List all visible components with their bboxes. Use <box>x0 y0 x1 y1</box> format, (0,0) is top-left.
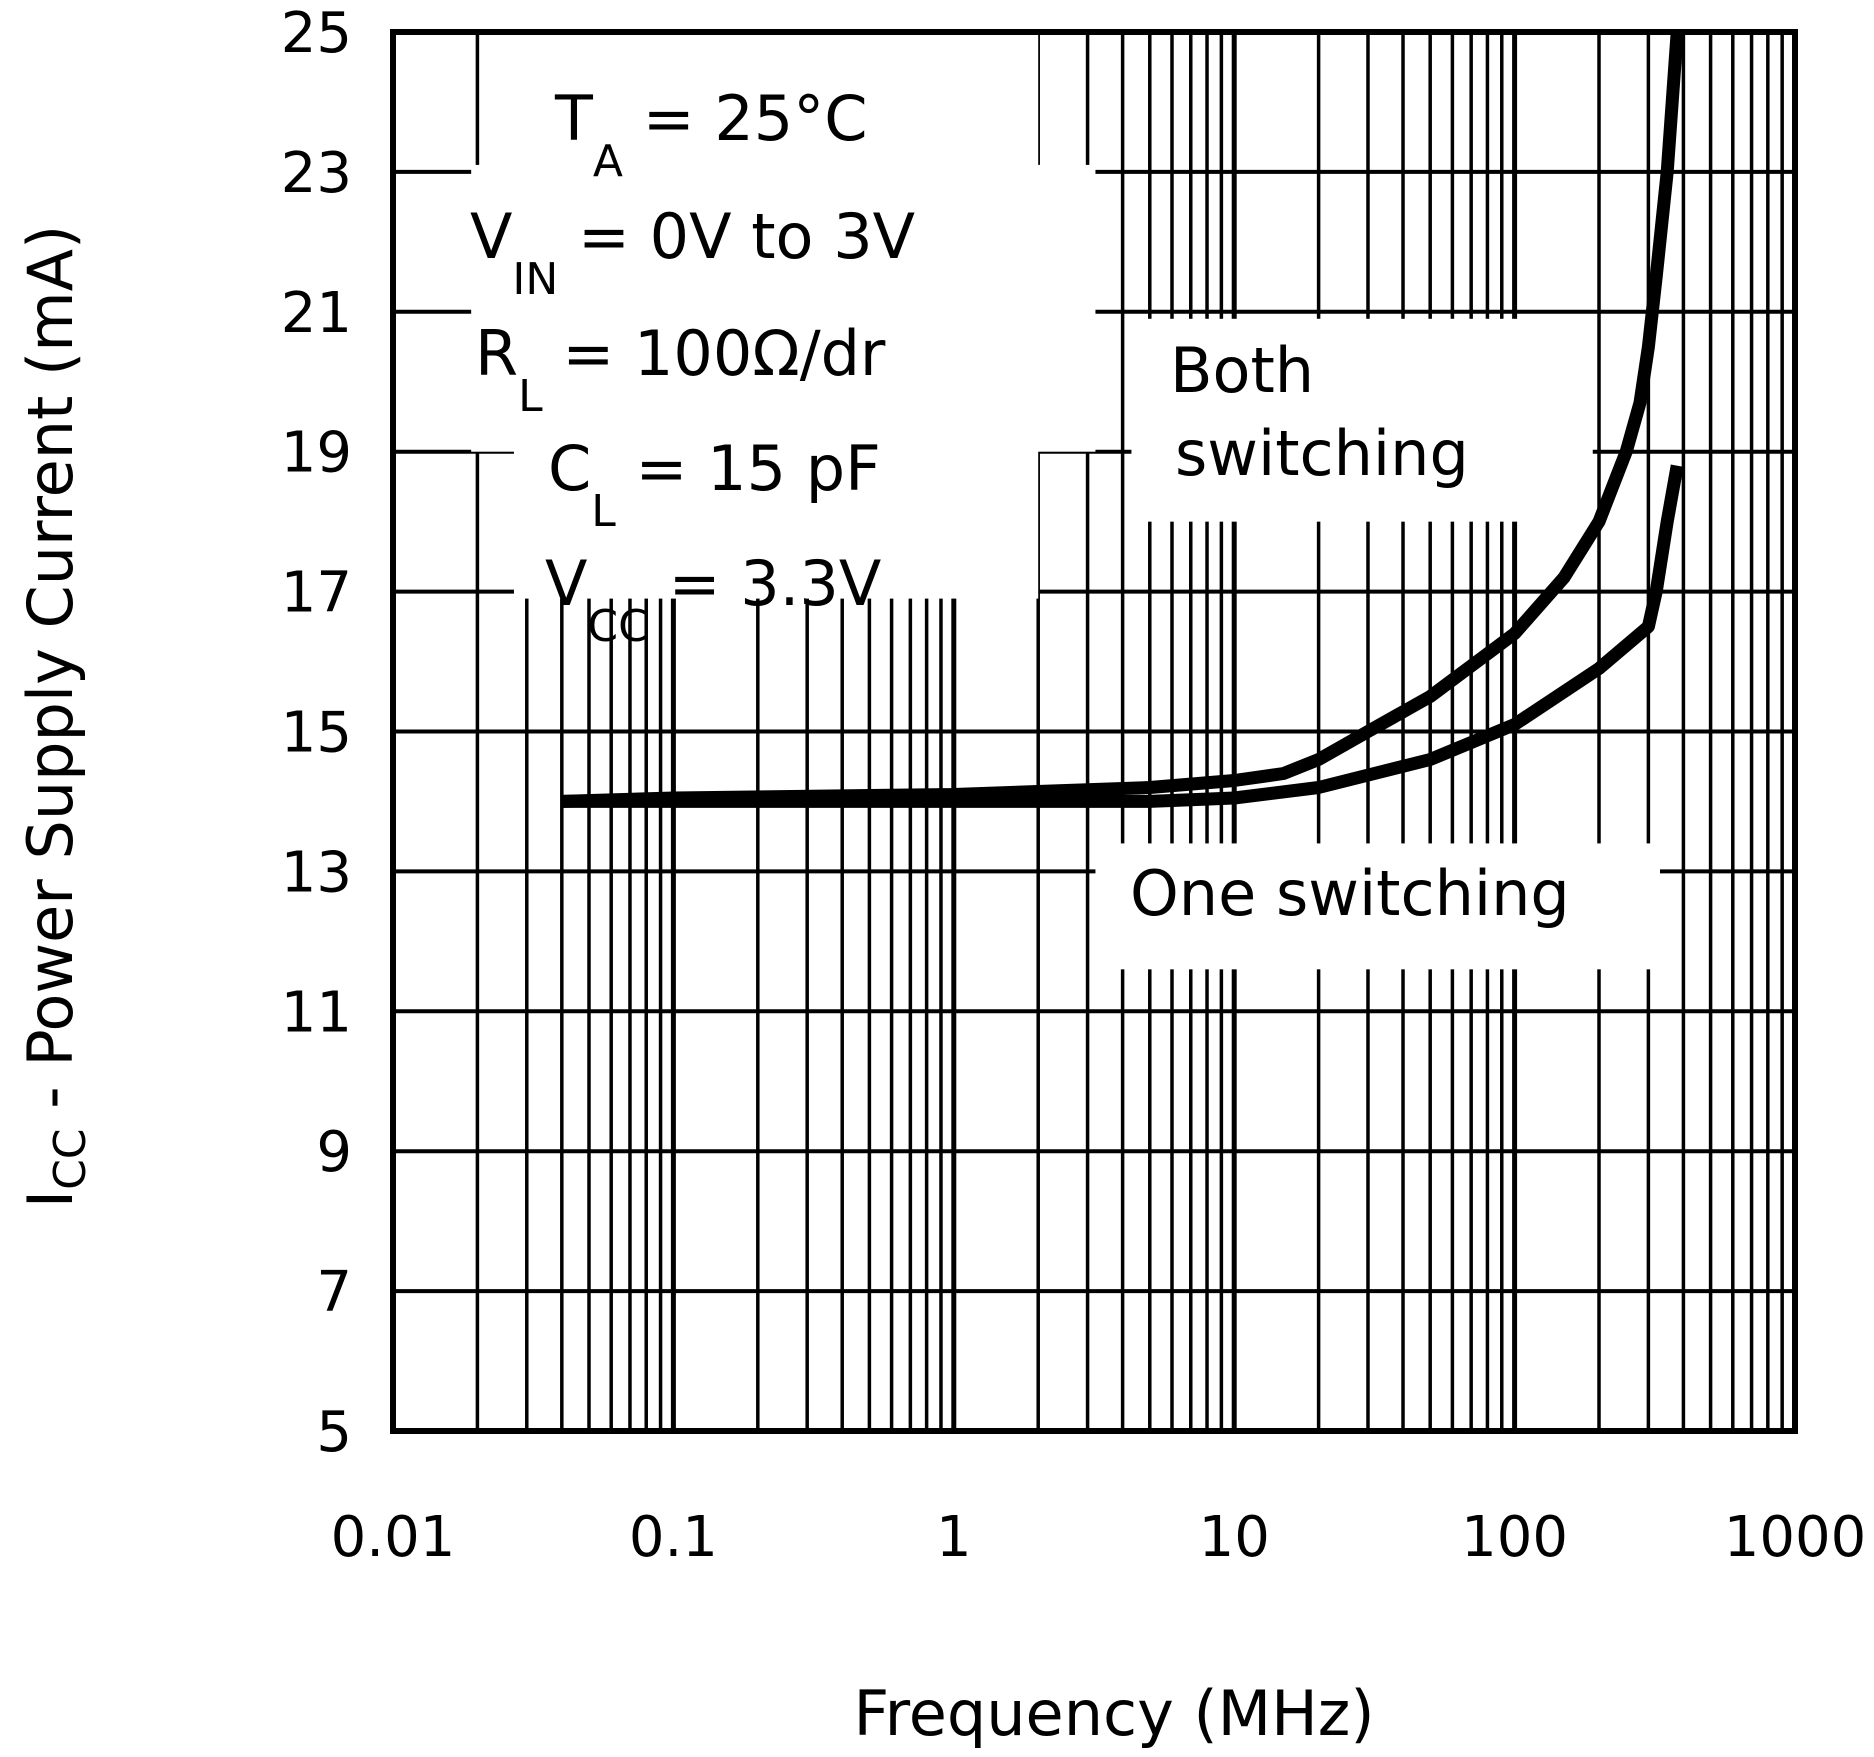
condition-text: = 3.3V <box>649 547 881 620</box>
x-tick-label: 1000 <box>1724 1505 1867 1570</box>
condition-subscript: L <box>518 371 543 422</box>
x-axis-label: Frequency (MHz) <box>853 1677 1374 1750</box>
y-tick-label: 9 <box>316 1120 352 1185</box>
condition-symbol: T <box>554 82 594 155</box>
y-axis-label-subscript: CC <box>45 1128 96 1189</box>
condition-subscript: L <box>591 486 616 537</box>
condition-4: CL = 15 pF <box>548 432 881 537</box>
condition-text: = 25°C <box>623 82 868 155</box>
x-tick-label: 1 <box>936 1505 972 1570</box>
x-tick-label: 0.1 <box>629 1505 718 1570</box>
y-tick-label: 11 <box>281 980 352 1045</box>
y-axis-label-text: - Power Supply Current (mA) <box>14 225 87 1129</box>
y-tick-labels: 5 7 9 11 13 15 17 19 21 23 25 <box>281 1 352 1465</box>
condition-symbol: C <box>548 432 591 505</box>
series-label-one-switching: One switching <box>1130 857 1570 930</box>
condition-1: TA = 25°C <box>554 82 868 187</box>
condition-text: = 0V to 3V <box>558 200 915 273</box>
label-background <box>1131 318 1593 522</box>
label-background <box>1095 843 1660 970</box>
series-line-1 <box>561 31 1684 808</box>
y-tick-label: 13 <box>281 840 352 905</box>
x-tick-label: 10 <box>1199 1505 1270 1570</box>
x-tick-label: 0.01 <box>331 1505 456 1570</box>
condition-text: = 100Ω/dr <box>543 317 886 390</box>
y-tick-label: 15 <box>281 701 352 766</box>
series-line-2 <box>561 464 1684 808</box>
plot-frame <box>390 29 1798 1434</box>
y-tick-label: 23 <box>281 141 352 206</box>
condition-subscript: CC <box>587 601 648 652</box>
condition-2: VIN = 0V to 3V <box>470 200 915 305</box>
y-axis-label: ICC - Power Supply Current (mA) <box>14 225 96 1208</box>
condition-text: = 15 pF <box>616 432 881 505</box>
label-background <box>471 164 1096 452</box>
condition-subscript: A <box>593 136 623 187</box>
y-tick-label: 5 <box>316 1400 352 1465</box>
y-tick-label: 7 <box>316 1260 352 1325</box>
series-label-both-switching: switching <box>1175 417 1469 490</box>
condition-symbol: R <box>475 317 518 390</box>
y-tick-label: 21 <box>281 281 352 346</box>
condition-symbol: V <box>470 200 512 273</box>
condition-3: RL = 100Ω/dr <box>475 317 886 422</box>
y-tick-label: 19 <box>281 421 352 486</box>
y-tick-label: 17 <box>281 561 352 626</box>
series-lines <box>561 31 1684 808</box>
condition-subscript: IN <box>512 254 558 305</box>
series-label-both-switching: Both <box>1170 334 1314 407</box>
series-labels: Both switching One switching <box>1130 334 1570 930</box>
label-backgrounds <box>471 32 1660 970</box>
condition-symbol: V <box>545 547 587 620</box>
condition-5: VCC = 3.3V <box>545 547 881 652</box>
x-tick-labels: 0.01 0.1 1 10 100 1000 <box>331 1505 1867 1570</box>
x-tick-label: 100 <box>1461 1505 1568 1570</box>
y-tick-label: 25 <box>281 1 352 66</box>
y-axis-label-symbol: I <box>14 1190 87 1208</box>
